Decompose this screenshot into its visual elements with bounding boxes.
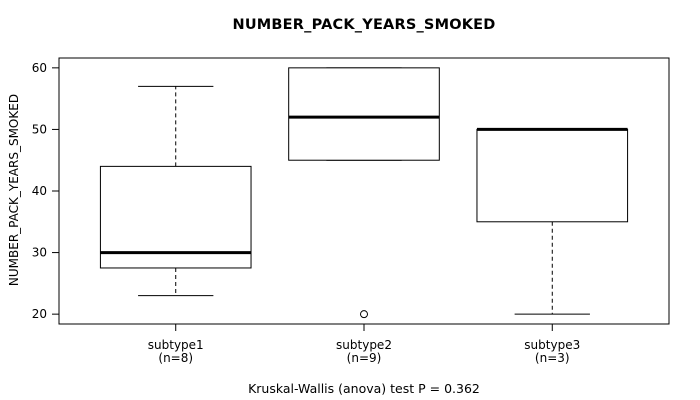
x-tick-n-label: (n=3) (535, 351, 570, 365)
y-tick-label: 30 (32, 246, 47, 260)
x-tick-label: subtype3 (524, 338, 580, 352)
x-tick-label: subtype2 (336, 338, 392, 352)
iqr-box-subtype2 (288, 67, 440, 161)
iqr-box-subtype3 (476, 128, 629, 223)
chart-title: NUMBER_PACK_YEARS_SMOKED (232, 17, 496, 33)
y-tick-label: 50 (32, 122, 47, 136)
y-tick-label: 60 (32, 61, 47, 75)
iqr-box-subtype1 (99, 165, 252, 269)
y-tick-label: 20 (32, 307, 47, 321)
x-tick-n-label: (n=9) (347, 351, 382, 365)
x-tick-n-label: (n=8) (158, 351, 193, 365)
x-tick-label: subtype1 (148, 338, 204, 352)
outlier-point-subtype2 (360, 310, 368, 319)
statistical-test-note: Kruskal-Wallis (anova) test P = 0.362 (248, 381, 480, 396)
y-tick-label: 40 (32, 184, 47, 198)
